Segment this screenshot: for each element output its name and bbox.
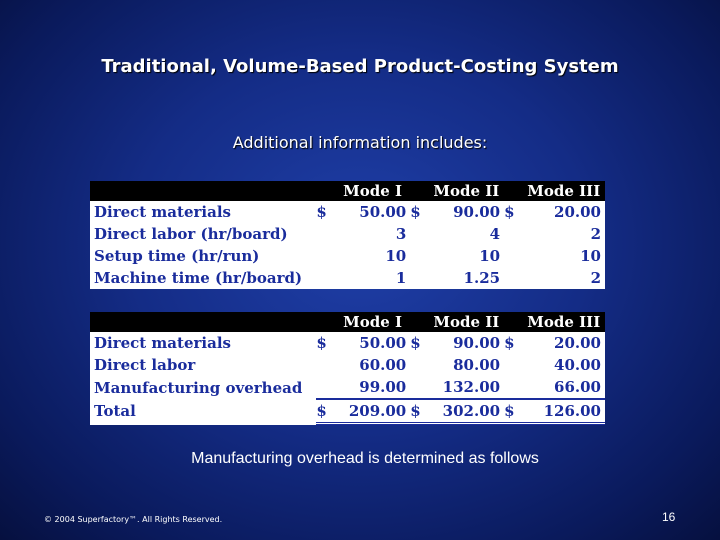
currency-sign: $ <box>410 334 421 352</box>
currency-sign: $ <box>316 203 327 221</box>
table-row: Direct labor 60.00 80.00 40.00 <box>90 354 605 376</box>
row-label: Direct materials <box>94 334 231 352</box>
page-number: 16 <box>662 510 676 524</box>
currency-sign <box>316 223 338 245</box>
mode-2-value: 90.00 <box>453 203 501 221</box>
row-label: Direct labor (hr/board) <box>94 225 288 243</box>
mode-1-total: 209.00 <box>338 398 411 425</box>
currency-sign: $ <box>316 334 327 352</box>
currency-sign: $ <box>504 398 527 425</box>
currency-sign <box>410 376 432 399</box>
slide-title: Traditional, Volume-Based Product-Costin… <box>101 56 619 77</box>
row-label: Machine time (hr/board) <box>94 269 303 287</box>
mode-3-value: 2 <box>590 225 601 243</box>
mode-1-value: 50.00 <box>359 203 407 221</box>
currency-sign: $ <box>410 203 421 221</box>
total-row: Total $ 209.00 $ 302.00 $ 126.00 <box>90 398 605 425</box>
header-mode-2: Mode II <box>432 312 505 332</box>
copyright-footer: © 2004 Superfactory™. All Rights Reserve… <box>44 515 223 524</box>
currency-sign: $ <box>410 398 433 425</box>
mode-3-value: 66.00 <box>554 378 601 396</box>
mode-1-value: 60.00 <box>359 356 407 374</box>
table-row: Manufacturing overhead 99.00 132.00 66.0… <box>90 376 605 399</box>
mode-2-total: 302.00 <box>432 398 505 425</box>
mode-2-value: 1.25 <box>463 269 501 287</box>
currency-sign <box>410 267 432 289</box>
mode-1-value: 50.00 <box>359 334 407 352</box>
currency-sign <box>316 245 338 267</box>
total-label: Total <box>94 402 136 421</box>
row-label: Manufacturing overhead <box>94 378 303 397</box>
mode-1-value: 1 <box>395 269 407 287</box>
table-header-row: Mode I Mode II Mode III <box>90 181 605 201</box>
table-row: Direct labor (hr/board) 3 4 2 <box>90 223 605 245</box>
header-mode-3: Mode III <box>526 312 605 332</box>
currency-sign <box>504 267 526 289</box>
cost-info-table: Mode I Mode II Mode III Direct materials… <box>90 181 605 289</box>
mode-1-value: 99.00 <box>359 378 407 396</box>
row-label: Setup time (hr/run) <box>94 247 260 265</box>
table-row: Direct materials $ 50.00 $ 90.00 $ 20.00 <box>90 332 605 354</box>
mode-1-value: 3 <box>395 225 407 243</box>
currency-sign <box>410 245 432 267</box>
currency-sign <box>410 354 432 376</box>
currency-sign <box>316 376 338 399</box>
table-row: Machine time (hr/board) 1 1.25 2 <box>90 267 605 289</box>
caption: Manufacturing overhead is determined as … <box>191 450 539 467</box>
mode-2-value: 132.00 <box>442 378 501 396</box>
table-row: Setup time (hr/run) 10 10 10 <box>90 245 605 267</box>
header-mode-2: Mode II <box>432 181 505 201</box>
currency-sign <box>504 223 526 245</box>
mode-3-value: 20.00 <box>554 334 601 352</box>
row-label: Direct labor <box>94 356 196 374</box>
header-mode-3: Mode III <box>526 181 605 201</box>
mode-3-value: 2 <box>590 269 601 287</box>
mode-1-value: 10 <box>385 247 407 265</box>
mode-3-value: 10 <box>580 247 601 265</box>
mode-3-total: 126.00 <box>526 398 605 425</box>
mode-3-value: 20.00 <box>554 203 601 221</box>
header-mode-1: Mode I <box>338 181 411 201</box>
mode-2-value: 80.00 <box>453 356 501 374</box>
currency-sign: $ <box>316 398 339 425</box>
mode-3-value: 40.00 <box>554 356 601 374</box>
table-row: Direct materials $ 50.00 $ 90.00 $ 20.00 <box>90 201 605 223</box>
mode-2-value: 4 <box>489 225 501 243</box>
row-label: Direct materials <box>94 203 231 221</box>
mode-2-value: 10 <box>479 247 501 265</box>
table-header-row: Mode I Mode II Mode III <box>90 312 605 332</box>
cost-summary-table: Mode I Mode II Mode III Direct materials… <box>90 312 605 425</box>
currency-sign <box>504 354 526 376</box>
currency-sign <box>504 376 526 399</box>
currency-sign <box>504 245 526 267</box>
currency-sign <box>316 354 338 376</box>
header-mode-1: Mode I <box>338 312 411 332</box>
currency-sign: $ <box>504 203 515 221</box>
subtitle: Additional information includes: <box>232 133 488 152</box>
currency-sign <box>410 223 432 245</box>
currency-sign: $ <box>504 334 515 352</box>
currency-sign <box>316 267 338 289</box>
mode-2-value: 90.00 <box>453 334 501 352</box>
